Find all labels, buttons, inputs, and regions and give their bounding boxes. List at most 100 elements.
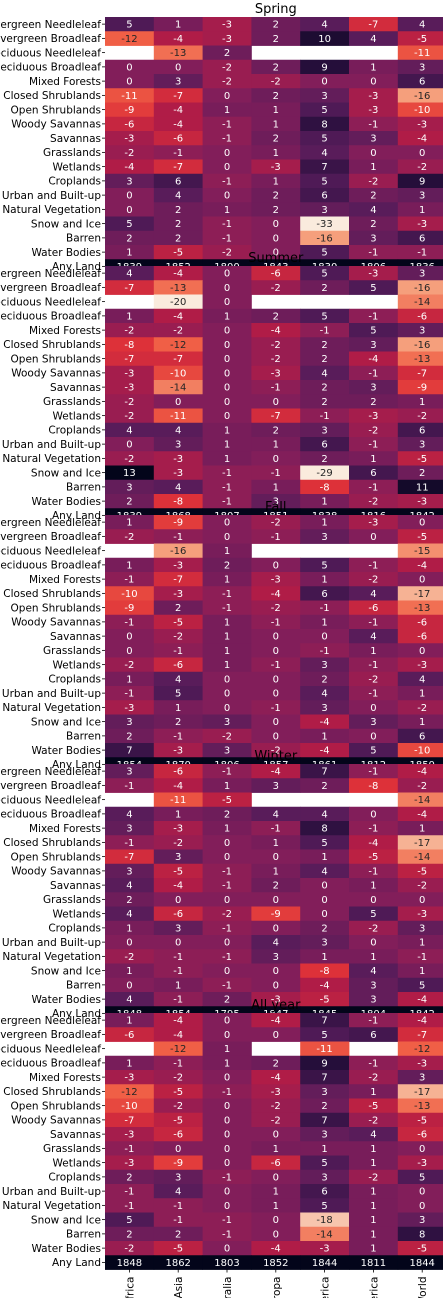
heatmap-cell — [300, 821, 350, 836]
heatmap-cell — [202, 45, 252, 61]
cell-value: -4 — [173, 311, 183, 322]
heatmap-cell — [153, 408, 203, 424]
heatmap-cell — [105, 557, 155, 573]
cell-value: 2 — [321, 283, 327, 294]
cell-value: -16 — [414, 91, 430, 102]
cell-value: 7 — [321, 1115, 327, 1126]
heatmap-cell — [202, 380, 252, 395]
cell-value: 0 — [224, 938, 230, 949]
heatmap-cell — [153, 920, 203, 936]
heatmap-cell — [397, 878, 443, 893]
cell-value: -2 — [417, 411, 427, 422]
cell-value: 2 — [321, 781, 327, 792]
heatmap-cell — [300, 74, 350, 89]
heatmap-cell — [202, 1255, 252, 1270]
cell-value: -4 — [173, 269, 183, 280]
cell-value: 2 — [273, 881, 279, 892]
column-label: Africa — [124, 1277, 136, 1298]
heatmap-cell — [251, 216, 301, 232]
cell-value: -1 — [271, 703, 281, 714]
heatmap-cell — [202, 1141, 252, 1156]
cell-value: -1 — [368, 660, 378, 671]
heatmap-cell — [153, 365, 203, 381]
cell-value: 1 — [370, 1144, 376, 1155]
heatmap-cell — [300, 629, 350, 644]
row-label: Grasslands — [43, 1143, 101, 1155]
cell-value: -3 — [417, 219, 427, 230]
cell-value: 1 — [370, 646, 376, 657]
cell-value: -1 — [222, 134, 232, 145]
cell-value: -4 — [173, 1016, 183, 1027]
cell-value: -4 — [124, 162, 134, 173]
cell-value: 4 — [370, 1130, 376, 1141]
cell-value: -2 — [271, 283, 281, 294]
heatmap-cell — [300, 1098, 350, 1114]
cell-value: -5 — [417, 866, 427, 877]
cell-value: 0 — [175, 397, 181, 408]
heatmap-cell — [397, 365, 443, 381]
cell-value: -2 — [368, 1172, 378, 1183]
cell-value: -3 — [417, 119, 427, 130]
heatmap-cell — [251, 394, 301, 409]
heatmap-cell — [105, 1198, 155, 1213]
cell-value: -7 — [417, 1030, 427, 1041]
cell-value: 13 — [123, 468, 136, 479]
cell-value: -12 — [170, 340, 186, 351]
cell-value: -1 — [222, 119, 232, 130]
heatmap-cell — [251, 308, 301, 324]
heatmap-cell — [251, 1155, 301, 1171]
heatmap-cell — [300, 1013, 350, 1028]
heatmap-cell — [300, 920, 350, 936]
cell-value: -1 — [368, 248, 378, 259]
heatmap-cell — [349, 74, 399, 89]
heatmap-cell — [349, 515, 399, 530]
cell-value: 0 — [224, 411, 230, 422]
heatmap-cell — [202, 892, 252, 907]
heatmap-cell — [397, 131, 443, 146]
cell-value: 4 — [321, 689, 327, 700]
cell-value: 1 — [273, 105, 279, 116]
row-label: Water Bodies — [31, 247, 101, 259]
heatmap-cell — [153, 45, 203, 61]
cell-value: 4 — [370, 589, 376, 600]
cell-value: -1 — [173, 1215, 183, 1226]
heatmap-cell — [300, 728, 350, 744]
heatmap-cell — [105, 600, 155, 616]
heatmap-cell — [397, 323, 443, 338]
cell-value: -1 — [222, 482, 232, 493]
heatmap-cell — [202, 31, 252, 46]
heatmap-cell — [202, 700, 252, 715]
cell-value: 0 — [419, 646, 425, 657]
heatmap-cell — [349, 394, 399, 409]
cell-value: -3 — [124, 383, 134, 394]
heatmap-cell — [300, 230, 350, 246]
heatmap-cell — [397, 74, 443, 89]
heatmap-cell — [349, 863, 399, 879]
heatmap-cell — [105, 1141, 155, 1156]
heatmap-cell — [202, 1084, 252, 1099]
cell-value: -2 — [271, 603, 281, 614]
cell-value: 0 — [273, 248, 279, 259]
heatmap-cell — [105, 686, 155, 701]
cell-value: 0 — [224, 1016, 230, 1027]
cell-value: 8 — [321, 119, 327, 130]
heatmap-cell — [397, 230, 443, 246]
cell-value: 1 — [273, 482, 279, 493]
cell-value: -2 — [173, 632, 183, 643]
cell-value: 1 — [224, 454, 230, 465]
heatmap-cell — [397, 806, 443, 822]
heatmap-cell — [397, 892, 443, 907]
cell-value: -8 — [320, 966, 330, 977]
heatmap-cell — [349, 714, 399, 730]
cell-value: -17 — [414, 838, 430, 849]
heatmap-cell — [251, 337, 301, 352]
cell-value: 6 — [419, 731, 425, 742]
heatmap-cell — [251, 1112, 301, 1128]
cell-value: 1 — [321, 617, 327, 628]
cell-value: 0 — [175, 895, 181, 906]
cell-value: 0 — [273, 1215, 279, 1226]
cell-value: -2 — [271, 340, 281, 351]
cell-value: -1 — [222, 233, 232, 244]
heatmap-cell — [202, 557, 252, 573]
cell-value: 1 — [126, 560, 132, 571]
